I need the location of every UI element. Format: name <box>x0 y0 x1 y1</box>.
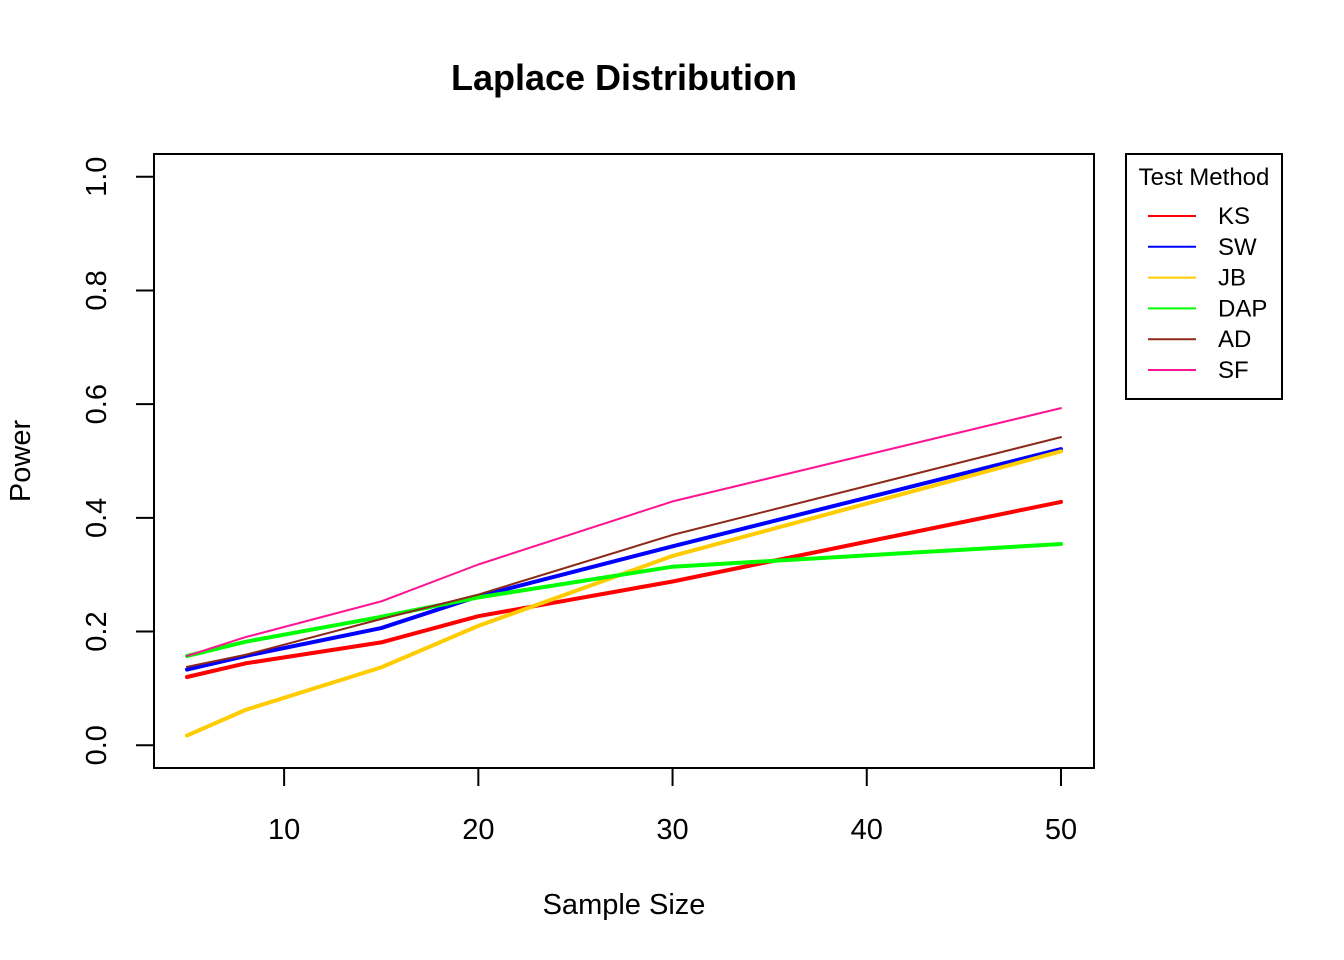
series-line-sw <box>185 447 1063 672</box>
y-tick-label: 0.0 <box>81 725 113 765</box>
series-line-ks <box>185 499 1063 679</box>
legend-label-ad: AD <box>1218 326 1251 353</box>
legend-label-ks: KS <box>1218 203 1250 230</box>
y-tick-label: 0.2 <box>81 611 113 651</box>
y-tick-label: 1.0 <box>81 157 113 197</box>
x-axis: 10 20 30 40 50 <box>268 768 1077 846</box>
legend-label-dap: DAP <box>1218 295 1267 322</box>
x-tick-label: 10 <box>268 814 300 846</box>
legend-title: Test Method <box>1139 164 1270 191</box>
x-tick-label: 50 <box>1045 814 1077 846</box>
legend-label-jb: JB <box>1218 265 1246 292</box>
series-line-jb <box>185 449 1063 738</box>
y-axis: 0.0 0.2 0.4 0.6 0.8 1.0 <box>81 157 154 765</box>
legend-label-sf: SF <box>1218 357 1249 384</box>
y-tick-label: 0.8 <box>81 270 113 310</box>
plot-area <box>153 153 1095 769</box>
plot-frame <box>153 153 1095 769</box>
chart-title: Laplace Distribution <box>451 57 797 98</box>
legend: Test Method KS SW JB DAP AD SF <box>1125 153 1283 400</box>
x-tick-label: 30 <box>656 814 688 846</box>
y-tick-label: 0.4 <box>81 498 113 538</box>
x-axis-title: Sample Size <box>543 889 706 921</box>
y-tick-label: 0.6 <box>81 384 113 424</box>
x-tick-label: 20 <box>462 814 494 846</box>
series-line-ad <box>186 436 1062 668</box>
series-line-sf <box>186 407 1062 657</box>
legend-label-sw: SW <box>1218 234 1257 261</box>
series-layer <box>185 407 1063 738</box>
y-axis-title: Power <box>5 420 37 503</box>
legend-box <box>1125 153 1283 400</box>
x-tick-label: 40 <box>851 814 883 846</box>
